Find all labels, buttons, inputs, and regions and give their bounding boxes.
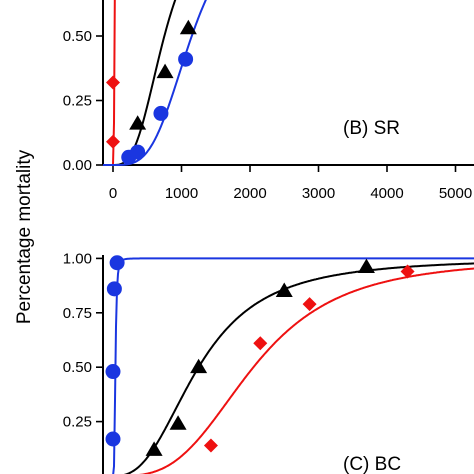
panel-c-label: (C) BC	[343, 454, 401, 474]
panel-0-x-tick-label: 2000	[233, 185, 266, 202]
panel-1-group: 0.25 0.50 0.75 1.00	[63, 250, 474, 474]
series-red-curve	[103, 0, 116, 166]
panel-0-y-tick-label: 0.00	[63, 157, 92, 174]
panel-0-x-tick-label: 5000	[439, 185, 472, 202]
data-point-triangle	[156, 63, 174, 79]
series-black-curve	[123, 262, 474, 474]
panel-0-x-tick-label: 1000	[165, 185, 198, 202]
data-point-triangle	[357, 258, 375, 274]
panel-0-x-tick-label: 3000	[302, 185, 335, 202]
data-point-triangle	[179, 19, 197, 35]
panel-1-y-tick-label: 0.50	[63, 359, 92, 376]
panel-0-x-tick-label: 4000	[370, 185, 403, 202]
panel-0-x-tick-label: 0	[109, 185, 117, 202]
y-axis-label: Percentage mortality	[14, 149, 35, 324]
data-point-circle	[106, 281, 122, 297]
data-point-circle	[153, 105, 169, 121]
data-point-circle	[105, 364, 121, 380]
data-point-circle	[130, 144, 146, 160]
data-point-diamond	[106, 75, 120, 90]
data-point-circle	[105, 431, 121, 447]
series-red-curve	[138, 267, 474, 474]
data-point-diamond	[253, 336, 268, 351]
data-point-diamond	[302, 297, 317, 312]
data-point-triangle	[129, 115, 147, 130]
data-point-triangle	[145, 441, 163, 456]
panel-0-y-tick-label: 0.25	[63, 93, 92, 110]
panel-0-y-tick-label: 0.50	[63, 28, 92, 45]
panel-b-label: (B) SR	[343, 118, 400, 139]
series-blue-curve	[103, 0, 207, 166]
data-point-diamond	[106, 134, 120, 149]
data-point-triangle	[190, 358, 208, 374]
panel-1-y-tick-label: 1.00	[63, 250, 92, 267]
panel-1-y-tick-label: 0.75	[63, 305, 92, 322]
series-blue-curve	[112, 257, 474, 474]
data-point-circle	[109, 255, 125, 271]
panel-0-group: 0.00 0.25 0.50 0 1000 2000 3000 4000 5000	[63, 0, 474, 202]
data-point-circle	[178, 51, 194, 67]
panel-1-y-tick-label: 0.25	[63, 414, 92, 431]
series-black-curve	[103, 0, 177, 166]
data-point-diamond	[400, 264, 415, 279]
data-point-triangle	[275, 282, 293, 297]
data-point-triangle	[169, 415, 187, 430]
data-point-diamond	[203, 438, 218, 453]
